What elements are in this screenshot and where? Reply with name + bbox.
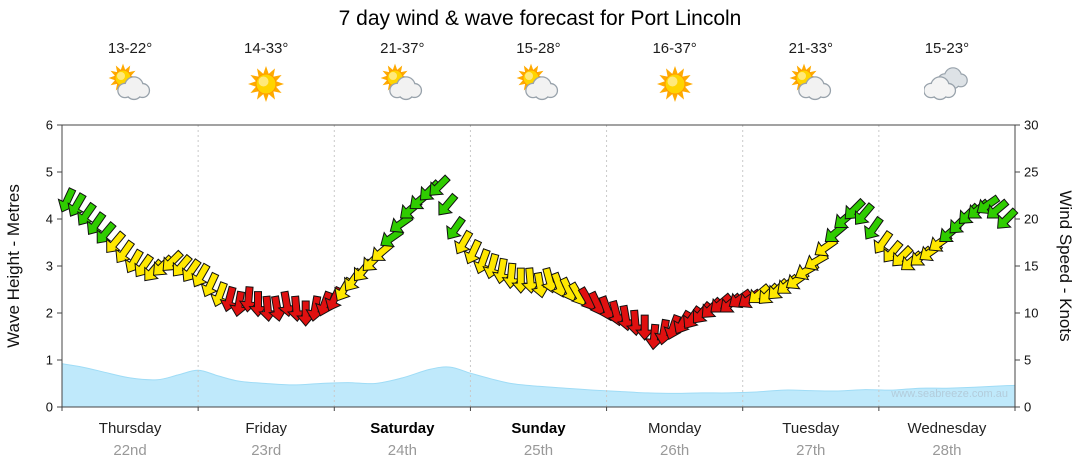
wind-arrow (873, 229, 894, 254)
wind-arrow (115, 239, 136, 264)
right-tick-label: 0 (1024, 400, 1031, 415)
wind-arrow (683, 305, 703, 329)
wind-arrow (864, 215, 884, 240)
day-name: Saturday (370, 420, 435, 437)
days-header-row: 13-22° 14-33° 21-37° 15-28° 16-37° 21-33° 15-2… (62, 38, 1015, 108)
day-column: 15-28° (470, 38, 606, 108)
wind-arrow (454, 229, 474, 255)
wind-arrow (200, 271, 220, 298)
wind-arrow (673, 309, 693, 335)
watermark: www.seabreeze.com.au (891, 388, 1008, 400)
day-column: 13-22° (62, 38, 198, 108)
day-column: 21-37° (334, 38, 470, 108)
day-date: 26th (660, 442, 690, 459)
day-column: 15-23° (879, 38, 1015, 108)
weather-icon-sun (248, 66, 285, 102)
wind-arrow (438, 192, 459, 216)
page-title: 7 day wind & wave forecast for Port Linc… (338, 7, 742, 30)
right-tick-label: 25 (1024, 165, 1038, 180)
wind-arrow (96, 220, 117, 244)
wind-arrow (77, 201, 97, 226)
wind-arrow (191, 262, 211, 288)
x-axis-day-labels: Thursday 22nd Friday 23rd Saturday 24th Sunday… (62, 417, 1015, 462)
day-label-column: Friday 23rd (198, 417, 334, 462)
wind-arrow (86, 211, 107, 235)
day-name: Monday (647, 420, 702, 437)
day-date: 28th (932, 442, 962, 459)
day-date: 24th (387, 442, 417, 459)
day-name: Wednesday (907, 420, 987, 437)
day-date: 27th (796, 442, 826, 459)
left-tick-label: 1 (46, 353, 53, 368)
left-axis-title: Wave Height - Metres (4, 184, 23, 348)
left-tick-label: 4 (46, 212, 53, 227)
weather-icon-sun-cloud (517, 63, 559, 101)
right-tick-label: 30 (1024, 118, 1038, 133)
left-tick-label: 2 (46, 306, 53, 321)
left-tick-label: 6 (46, 118, 53, 133)
left-tick-label: 0 (46, 400, 53, 415)
day-column: 16-37° (607, 38, 743, 108)
day-temp-range: 16-37° (652, 40, 697, 57)
weather-icon-clouds (923, 67, 968, 101)
wind-arrow (463, 238, 483, 265)
day-name: Thursday (98, 420, 162, 437)
wave-height-area (61, 363, 1016, 408)
day-name: Friday (245, 420, 288, 437)
day-label-column: Wednesday 28th (879, 417, 1015, 462)
wind-arrow (446, 215, 466, 240)
day-temp-range: 13-22° (107, 40, 153, 57)
weather-icon-sun-cloud (108, 63, 151, 101)
right-tick-label: 20 (1024, 212, 1038, 227)
right-tick-label: 5 (1024, 353, 1031, 368)
day-column: 21-33° (743, 38, 879, 108)
wind-arrow (854, 202, 875, 225)
day-temp-range: 21-37° (380, 40, 425, 57)
day-temp-range: 15-28° (516, 40, 561, 57)
day-label-column: Thursday 22nd (62, 417, 198, 462)
day-name: Tuesday (782, 420, 840, 437)
day-date: 23rd (251, 442, 282, 459)
right-axis-title: Wind Speed - Knots (1056, 190, 1075, 342)
wind-arrow (67, 192, 87, 217)
day-column: 14-33° (198, 38, 334, 108)
wind-arrow (106, 230, 127, 254)
wind-arrow (997, 207, 1019, 229)
left-tick-label: 5 (46, 165, 53, 180)
weather-icon-sun-cloud (380, 63, 423, 101)
left-tick-label: 3 (46, 259, 53, 274)
day-temp-range: 21-33° (788, 40, 833, 57)
day-label-column: Saturday 24th (334, 417, 470, 462)
weather-icon-sun (656, 66, 693, 102)
day-temp-range: 14-33° (244, 40, 289, 57)
day-date: 25th (523, 442, 554, 459)
day-date: 22nd (113, 442, 147, 459)
weather-icon-sun-cloud (789, 63, 831, 101)
right-tick-label: 10 (1024, 306, 1038, 321)
day-temp-range: 15-23° (924, 40, 970, 57)
right-tick-label: 15 (1024, 259, 1038, 274)
day-label-column: Monday 26th (607, 417, 743, 462)
day-label-column: Tuesday 27th (743, 417, 879, 462)
day-label-column: Sunday 25th (470, 417, 606, 462)
wind-arrow (429, 174, 451, 196)
day-name: Sunday (511, 420, 566, 437)
